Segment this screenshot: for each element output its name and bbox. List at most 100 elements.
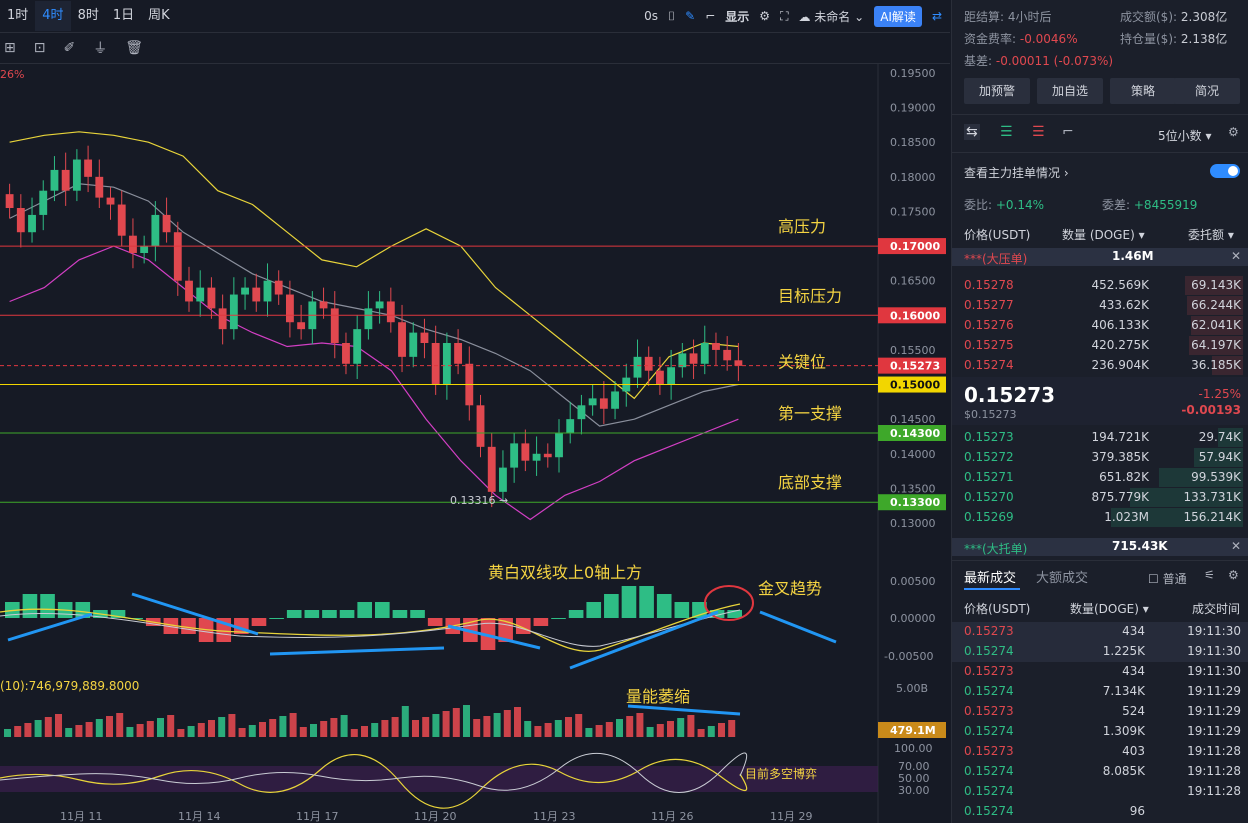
macd-bar [110,610,126,618]
ai-button[interactable]: AI解读 [874,5,922,27]
tab-large-trades[interactable]: 大额成交 [1036,571,1089,586]
volume-bar [330,718,338,737]
volume-bar [381,720,389,737]
book-row[interactable]: 0.15277 433.62K 66.244K [952,296,1248,316]
book-row[interactable]: 0.15273 194.721K 29.74K [952,428,1248,448]
volume-bar [718,723,725,737]
qty-header[interactable]: 数量 (DOGE) ▾ [1062,228,1145,242]
book-row[interactable]: 0.15275 420.275K 64.197K [952,336,1248,356]
trade-price: 0.15273 [964,624,1014,638]
volume-bar [136,724,144,737]
candle-body [297,322,306,330]
big-buy-bar: ***(大托单) 715.43K ✕ [952,538,1248,556]
x-tick-label: 11月 29 [770,810,813,823]
settings-icon[interactable]: ⚙ [1228,125,1239,139]
book-trades-icon[interactable]: ⌐ [1062,124,1074,140]
precision-select[interactable]: 5位小数 ▾ [1158,129,1212,143]
y-tick-label: 0.13500 [890,482,936,495]
macd-tick: 0.00500 [890,575,936,588]
settings-icon[interactable]: ⚙ [759,9,771,23]
trade-qty: 403 [1122,744,1145,758]
big-sell-value: 1.46M [1112,249,1154,263]
candle-body [229,294,238,330]
trade-price-header: 价格(USDT) [964,602,1031,616]
price-chart[interactable]: 0.19500 0.19000 0.18500 0.18000 0.17500 0.170… [0,0,950,823]
amount-header[interactable]: 委托额 ▾ [1188,228,1234,242]
book-asks-icon[interactable]: ☰ [1032,124,1045,140]
trade-qty-header[interactable]: 数量(DOGE) ▾ [1070,602,1149,616]
volume-bar [391,717,399,737]
candle-body [364,308,373,330]
overview-button[interactable]: 简况 [1174,78,1240,104]
timeframe-1w[interactable]: 周K [148,8,170,23]
share-icon[interactable]: ⇄ [931,9,942,23]
strategy-button[interactable]: 策略 [1110,78,1176,104]
candle-body [420,332,429,343]
trash-icon[interactable]: 🗑 [125,40,143,56]
osc-band [0,766,878,792]
book-row[interactable]: 0.15270 875.779K 133.731K [952,488,1248,508]
diff-label: 委差: [1102,198,1131,212]
candle-body [106,197,115,205]
macd-bar [163,618,179,634]
timeframe-1h[interactable]: 1时 [7,8,29,23]
normal-checkbox[interactable]: ☐ 普通 [1148,572,1187,586]
template-icon[interactable]: ⊡ [33,40,46,56]
timeframe-1d[interactable]: 1日 [112,8,135,23]
book-row[interactable]: 0.15271 651.82K 99.539K [952,468,1248,488]
main-orders-toggle[interactable] [1210,164,1240,178]
book-row[interactable]: 0.15269 1.023M 156.214K [952,508,1248,528]
candle-body [50,169,59,191]
filter-icon[interactable]: ⏚ [93,41,108,57]
candle-body [555,433,563,458]
filter-icon[interactable]: ⚟ [1204,568,1215,582]
draw-icon[interactable]: ✐ [63,40,76,56]
trade-time: 19:11:30 [1187,624,1241,638]
x-tick-label: 11月 14 [178,810,221,823]
candle-body [454,343,463,364]
y-tick-label: 0.16000 [890,309,936,322]
display-button[interactable]: 显示 [725,9,750,24]
candle-body [218,308,227,330]
candle-body [162,214,171,233]
macd-bar [269,618,284,619]
pencil-icon[interactable]: ✎ [685,9,696,23]
camera-icon[interactable]: ⌷ [667,8,676,23]
candle-body [330,308,339,343]
timeframe-4h[interactable]: 4时 [35,1,71,31]
seconds-toggle[interactable]: 0s [644,9,658,23]
macd-bar [498,618,513,642]
annotation-text: 量能萎缩 [626,687,690,706]
settings-icon[interactable]: ⚙ [1228,568,1239,582]
close-icon[interactable]: ✕ [1230,249,1241,263]
volume-bar [85,722,93,737]
trade-time: 19:11:29 [1187,704,1241,718]
bollinger-upper-line [9,131,739,400]
book-bids-icon[interactable]: ☰ [1000,124,1013,140]
layout-button[interactable]: ☁ 未命名 ⌄ [798,9,865,24]
qty-header-label: 数量 (DOGE) [1062,228,1135,242]
ratio-label: 委比: [964,198,993,212]
book-qty: 875.779K [1091,490,1150,504]
book-row[interactable]: 0.15276 406.133K 62.041K [952,316,1248,336]
fullscreen-icon[interactable]: ⛶ [780,8,789,23]
volume-bar [34,720,42,737]
book-row[interactable]: 0.15274 236.904K 36.185K [952,356,1248,376]
close-icon[interactable]: ✕ [1230,539,1241,553]
book-row[interactable]: 0.15278 452.569K 69.143K [952,276,1248,296]
depth-bar [1188,336,1243,355]
watchlist-button[interactable]: 加自选 [1037,78,1103,104]
trade-row: 0.15274 19:11:28 [952,782,1248,802]
crop-icon[interactable]: ⌐ [705,9,716,23]
level-tag [878,357,946,374]
book-row[interactable]: 0.15272 379.385K 57.94K [952,448,1248,468]
book-both-icon[interactable]: ⇆ [964,124,980,140]
candle-body [599,398,608,409]
main-orders-link[interactable]: 查看主力挂单情况 › [964,166,1069,180]
chart-pane[interactable]: 1时 4时 8时 1日 周K 0s ⌷ ✎ ⌐ 显示 ⚙ ⛶ ☁ 未命名 ⌄ A… [0,0,950,823]
volume-bar [75,725,83,737]
indicator-icon[interactable]: ⊞ [4,40,16,56]
tab-latest-trades[interactable]: 最新成交 [964,571,1017,586]
alert-button[interactable]: 加预警 [964,78,1030,104]
timeframe-8h[interactable]: 8时 [77,8,99,23]
